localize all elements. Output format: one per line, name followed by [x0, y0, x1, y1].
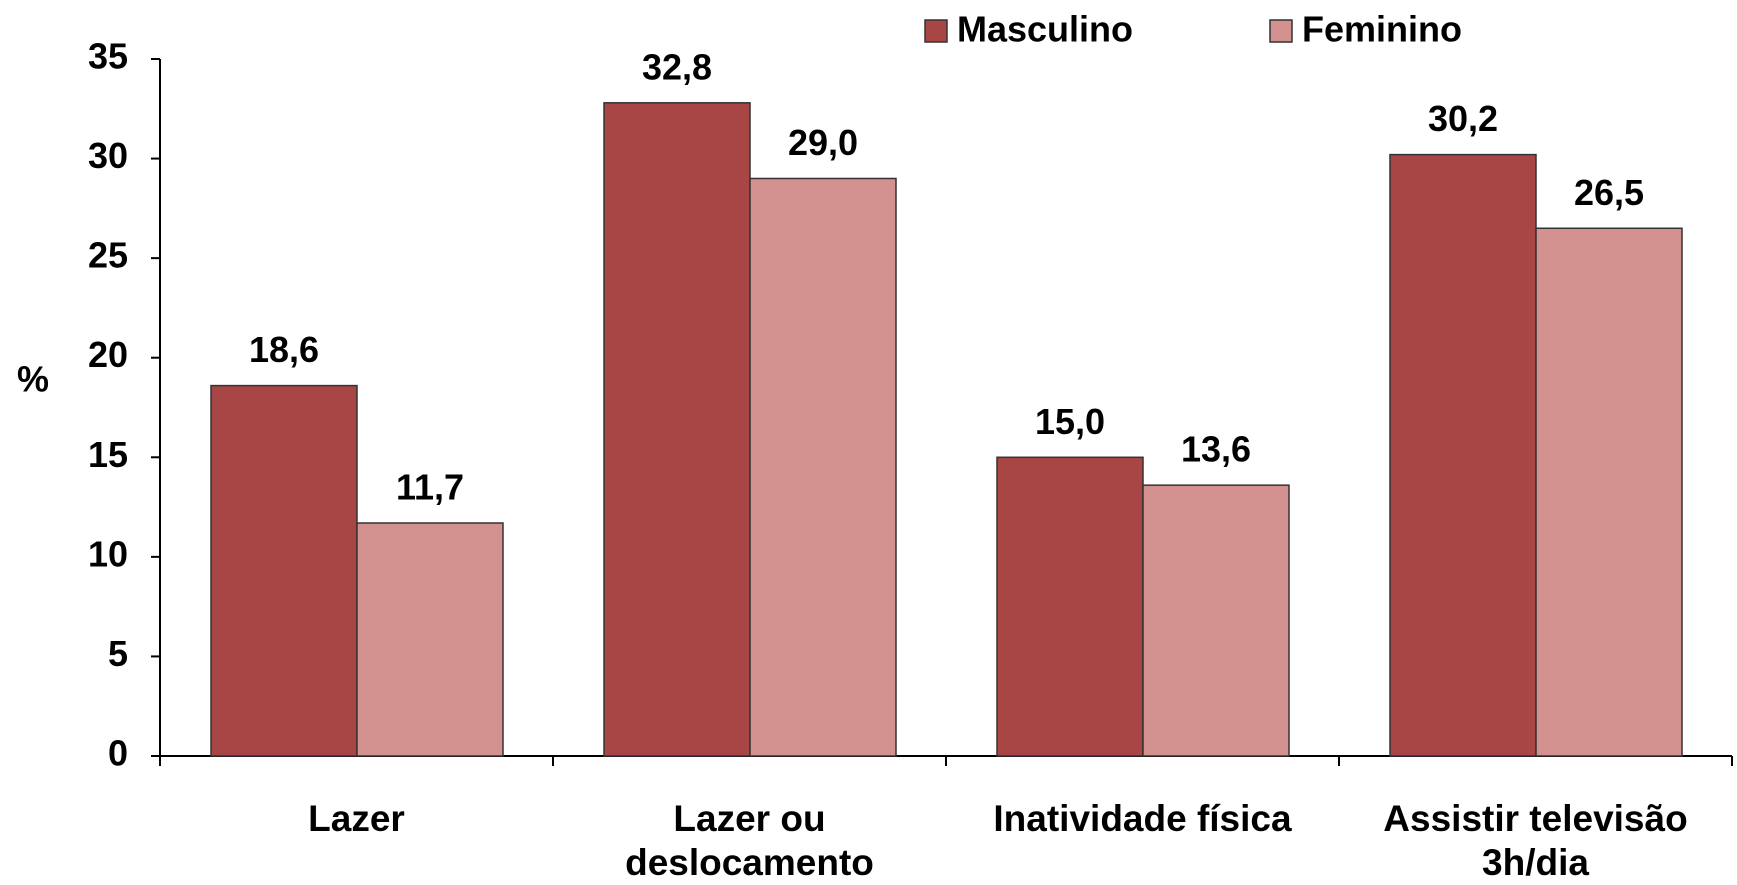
- value-label: 18,6: [249, 329, 319, 370]
- legend-label: Masculino: [957, 9, 1133, 50]
- value-label: 15,0: [1035, 401, 1105, 442]
- x-tick-label: Assistir televisão 3h/dia: [1383, 798, 1688, 883]
- y-axis-label: %: [17, 359, 49, 400]
- value-label: 13,6: [1181, 429, 1251, 470]
- value-label: 29,0: [788, 122, 858, 163]
- x-tick-label: Inatividade física: [993, 798, 1292, 839]
- y-tick-label: 15: [88, 434, 128, 475]
- y-tick-label: 5: [108, 633, 128, 674]
- y-tick-label: 10: [88, 533, 128, 574]
- y-tick-label: 20: [88, 334, 128, 375]
- legend-label: Feminino: [1302, 9, 1462, 50]
- x-tick-label: Lazer: [308, 798, 405, 839]
- y-tick-label: 25: [88, 235, 128, 276]
- legend-swatch: [1269, 19, 1293, 43]
- bar: [356, 522, 504, 757]
- bar: [1389, 153, 1537, 757]
- bar: [996, 456, 1144, 757]
- bar: [749, 177, 897, 757]
- bar: [1535, 227, 1683, 757]
- y-tick-label: 0: [108, 733, 128, 774]
- y-tick-label: 35: [88, 36, 128, 77]
- y-tick-label: 30: [88, 135, 128, 176]
- value-label: 30,2: [1428, 98, 1498, 139]
- bar: [210, 384, 358, 757]
- bar: [603, 102, 751, 757]
- legend-swatch: [924, 19, 948, 43]
- bar: [1142, 484, 1290, 757]
- value-label: 11,7: [396, 467, 464, 508]
- x-tick-label: Lazer ou deslocamento: [625, 798, 874, 883]
- value-label: 26,5: [1574, 172, 1644, 213]
- value-label: 32,8: [642, 46, 712, 87]
